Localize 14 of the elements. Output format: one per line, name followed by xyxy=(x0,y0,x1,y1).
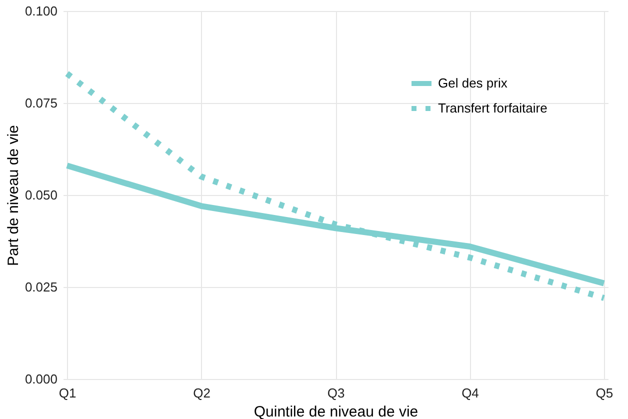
x-tick-label: Q2 xyxy=(193,386,210,400)
legend-label: Gel des prix xyxy=(438,76,508,90)
y-tick-label: 0.000 xyxy=(24,372,58,386)
y-tick-label: 0.025 xyxy=(24,280,58,294)
x-axis-title: Quintile de niveau de vie xyxy=(254,404,418,419)
x-tick-label: Q3 xyxy=(327,386,345,400)
x-tick-label: Q5 xyxy=(596,386,614,400)
y-tick-label: 0.100 xyxy=(24,4,58,18)
x-tick-label: Q1 xyxy=(58,386,76,400)
y-tick-label: 0.075 xyxy=(24,96,58,110)
y-tick-label: 0.050 xyxy=(24,188,58,202)
y-axis-title: Part de niveau de vie xyxy=(4,125,22,266)
x-tick-label: Q4 xyxy=(462,386,479,400)
legend-label: Transfert forfaitaire xyxy=(438,100,548,116)
